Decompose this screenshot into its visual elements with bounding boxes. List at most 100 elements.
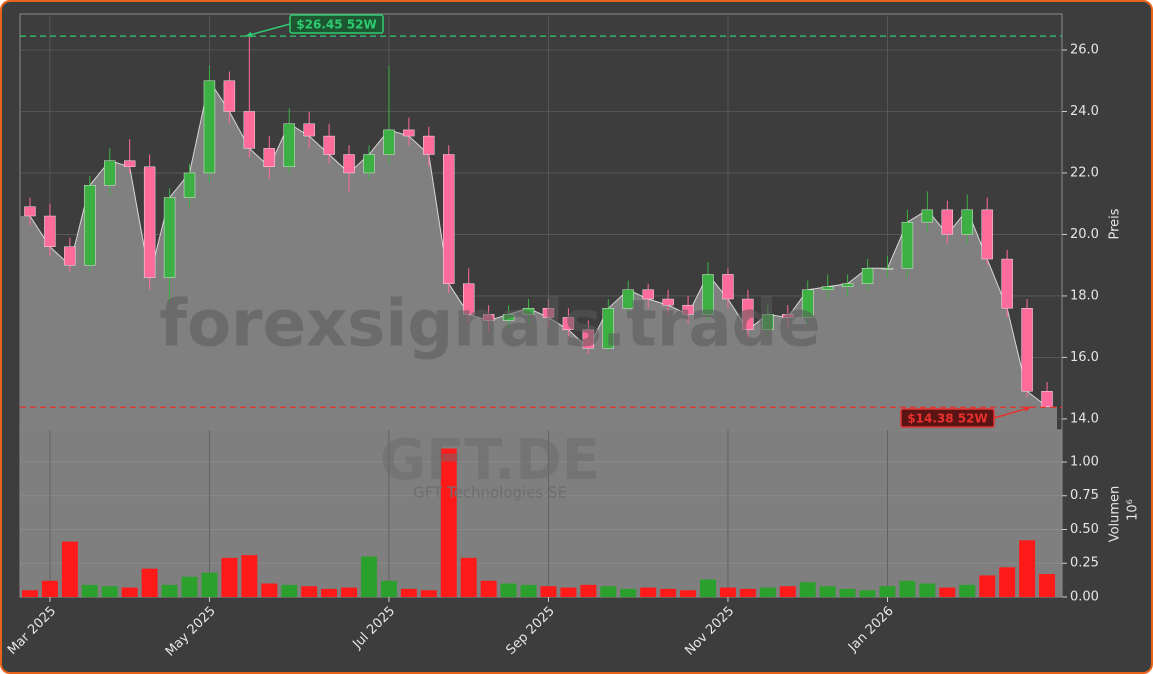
candle-body <box>223 80 236 112</box>
candle-body <box>243 111 256 149</box>
volume-bar <box>161 584 178 597</box>
candle-body <box>443 154 455 284</box>
volume-bar <box>341 587 358 597</box>
candle-body <box>622 289 634 309</box>
candle-body <box>502 314 515 321</box>
candle-body <box>323 135 335 155</box>
y-tick-label: 16.0 <box>1070 350 1099 365</box>
volume-bar <box>879 586 896 597</box>
volume-bar <box>221 557 238 597</box>
candle-body <box>104 160 116 186</box>
x-tick-label: Nov 2025 <box>682 604 737 659</box>
volume-bar <box>41 580 58 597</box>
y-tick-label: 24.0 <box>1070 104 1099 119</box>
candle-body <box>123 160 136 168</box>
watermark-site: forexsignals.trade <box>159 288 821 362</box>
y-tick-label: 18.0 <box>1070 288 1099 303</box>
y-axis-label: Preis <box>1108 208 1123 239</box>
volume-bar <box>500 583 517 597</box>
y-tick-label: 14.0 <box>1070 411 1099 426</box>
volume-bar <box>1039 574 1056 597</box>
volume-bar <box>999 567 1016 597</box>
annotation-arrow <box>245 23 291 37</box>
candle-body <box>163 197 176 278</box>
candle-body <box>24 206 36 217</box>
candle-body <box>562 317 575 330</box>
candle-body <box>423 135 435 155</box>
y-tick-label: 20.0 <box>1070 227 1099 242</box>
y-tick-label: 0.25 <box>1070 556 1099 571</box>
candle-body <box>702 274 714 315</box>
candle-body <box>981 209 993 260</box>
volume-bar <box>700 579 716 597</box>
candle-body <box>642 289 654 300</box>
candle-body <box>762 314 774 330</box>
candle-body <box>821 286 834 290</box>
volume-bar <box>460 557 477 597</box>
candle-body <box>662 298 674 306</box>
candle-body <box>363 154 375 174</box>
volume-bar <box>779 586 796 597</box>
volume-bar <box>560 587 577 597</box>
volume-bar <box>400 588 417 597</box>
x-tick-label: May 2025 <box>163 604 219 660</box>
candle-body <box>303 123 315 137</box>
candle-body <box>941 209 954 235</box>
candle-body <box>283 123 295 168</box>
volume-bar <box>141 568 158 597</box>
volume-bar <box>580 584 597 597</box>
volume-bar <box>540 586 557 597</box>
candle-body <box>482 314 495 321</box>
annotation-arrowhead <box>1024 406 1032 412</box>
volume-scale-label: 10⁶ <box>1126 499 1141 521</box>
volume-axis-label: Volumen <box>1108 486 1123 543</box>
watermark-ticker: GFT.DE <box>380 428 600 493</box>
candle-body <box>542 308 555 318</box>
candle-body <box>921 209 934 223</box>
volume-bar <box>839 588 856 597</box>
annotations: $26.45 52W $14.38 52W <box>20 14 1062 428</box>
candle-body <box>602 308 614 349</box>
candle-body <box>961 209 973 235</box>
volume-bar <box>321 588 338 597</box>
candle-body <box>682 304 694 315</box>
volume-bar <box>799 582 816 597</box>
volume-bar <box>600 586 617 597</box>
y-tick-label: 0.00 <box>1070 590 1099 605</box>
candle-body <box>1041 391 1053 407</box>
volume-bar <box>739 588 756 597</box>
candle-body <box>143 166 156 278</box>
volume-bar <box>261 583 278 597</box>
volume-bar <box>660 588 677 597</box>
annotation-label: $14.38 52W <box>907 412 987 426</box>
volume-bar <box>101 586 118 597</box>
candle-body <box>463 283 475 315</box>
x-tick-label: Jan 2026 <box>845 604 897 656</box>
y-tick-label: 22.0 <box>1070 165 1099 180</box>
volume-bar <box>979 575 996 597</box>
candle-body <box>44 215 56 247</box>
candle-body <box>901 221 914 269</box>
annotation-arrowhead <box>245 31 253 38</box>
marks <box>20 36 1057 597</box>
volume-bar <box>939 587 956 597</box>
volume-bar <box>859 590 876 597</box>
candle-body <box>343 154 355 174</box>
candle-body <box>403 129 415 137</box>
volume-bar <box>640 587 657 597</box>
volume-bar <box>61 541 78 597</box>
x-tick-label: Sep 2025 <box>504 604 558 658</box>
volume-bar <box>919 583 936 597</box>
candle-body <box>802 289 814 318</box>
candle-body <box>263 148 275 168</box>
volume-bar <box>380 580 397 597</box>
volume-bar <box>181 576 198 597</box>
candle-body <box>84 185 96 266</box>
volume-bar <box>361 556 377 597</box>
y-tick-label: 0.75 <box>1070 488 1099 503</box>
volume-bar <box>1019 540 1036 597</box>
volume-bar <box>21 590 38 597</box>
price-area <box>20 80 1057 430</box>
volume-bar <box>959 584 976 597</box>
volume-bar <box>241 555 258 597</box>
